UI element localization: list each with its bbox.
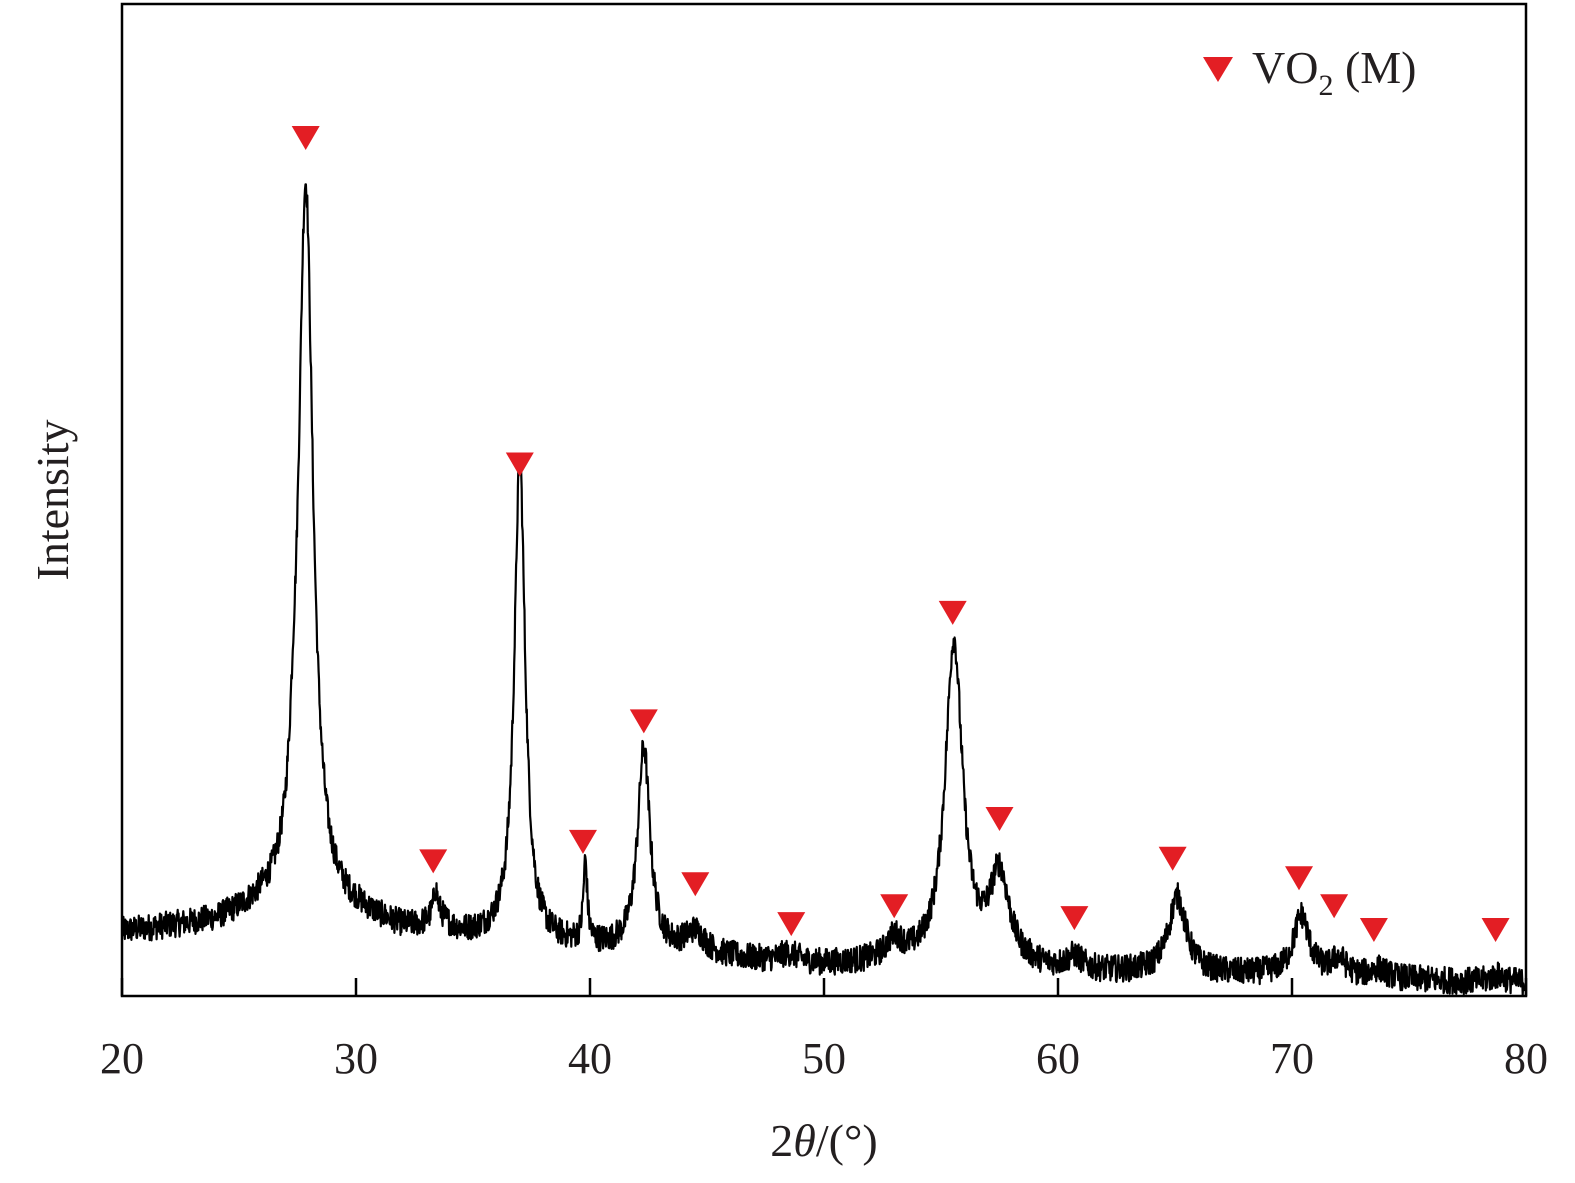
y-axis-label: Intensity (27, 420, 78, 581)
x-tick-label: 20 (100, 1034, 144, 1083)
x-axis-tick-labels: 20 30 40 50 60 70 80 (100, 1034, 1548, 1083)
peak-marker (777, 912, 806, 937)
x-axis-ticks (120, 978, 1528, 996)
peak-marker (1060, 906, 1089, 931)
x-tick-label: 80 (1504, 1034, 1548, 1083)
x-axis-label: 2θ/(°) (770, 1115, 877, 1166)
peak-marker (1158, 846, 1187, 871)
legend: VO2 (M) (1203, 42, 1417, 102)
xrd-pattern-line (122, 183, 1526, 996)
x-tick-label: 60 (1036, 1034, 1080, 1083)
x-tick-label: 40 (568, 1034, 612, 1083)
peak-marker (1481, 918, 1510, 943)
legend-marker-triangle (1203, 57, 1233, 82)
peak-marker (985, 806, 1014, 831)
peak-marker (1359, 918, 1388, 943)
peak-marker (291, 126, 320, 150)
peak-marker (938, 600, 967, 625)
legend-label: VO2 (M) (1252, 42, 1417, 102)
peak-marker (629, 709, 658, 734)
peak-marker (681, 872, 710, 897)
peak-marker (419, 849, 448, 874)
peak-marker (880, 894, 909, 919)
x-tick-label: 70 (1270, 1034, 1314, 1083)
x-tick-label: 30 (334, 1034, 378, 1083)
peak-marker (1320, 894, 1349, 919)
peak-marker (1285, 866, 1314, 891)
peak-marker (505, 452, 534, 477)
peak-marker (568, 829, 597, 854)
x-tick-label: 50 (802, 1034, 846, 1083)
plot-area (122, 126, 1526, 996)
